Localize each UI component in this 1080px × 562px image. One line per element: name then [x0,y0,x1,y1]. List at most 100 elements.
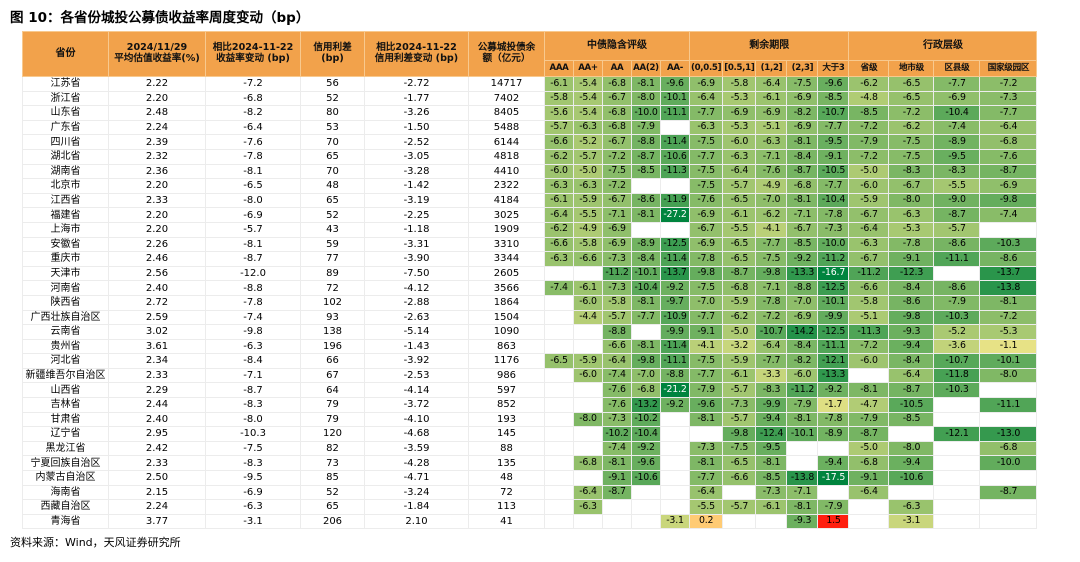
heatmap-cell: -10.3 [933,382,981,399]
value-cell: -4.10 [364,411,469,428]
heatmap-cell: -9.6 [660,76,690,92]
province-name: 广东省 [22,119,109,136]
value-cell: 52 [300,207,365,223]
heatmap-cell: -5.7 [573,148,603,165]
heatmap-cell [544,470,574,486]
value-cell: 1909 [468,221,545,238]
province-name: 青海省 [22,513,109,530]
heatmap-cell [631,484,661,501]
value-cell: 2.20 [108,178,206,194]
value-cell: 4818 [468,148,545,165]
heatmap-cell [688,426,724,442]
heatmap-cell: -6.8 [573,455,603,472]
value-cell: -8.3 [205,397,301,413]
table-row: 贵州省 3.61 -6.3 196 -1.43 863 -6.6 -8.1 -11.4 -4.1-… [22,338,1038,355]
province-name: 广西壮族自治区 [22,309,109,326]
heatmap-cell: -7.5 [602,163,632,180]
heatmap-cell [544,324,574,340]
table-row: 山西省 2.29 -8.7 64 -4.14 597 -7.6 -6.8 -21.2 -7.9 -5… [22,382,1038,399]
heatmap-cell: -11.3 [848,324,890,340]
heatmap-cell: -7.7 [688,367,724,384]
heatmap-cell: -21.2 [660,382,690,399]
heatmap-cell: -8.7 [979,484,1038,501]
table-row: 宁夏回族自治区 2.33 -8.3 73 -4.28 135 -6.8 -8.1 -9.6 -8.… [22,455,1038,472]
heatmap-cell: -7.8 [817,207,850,223]
heatmap-cell [979,470,1038,486]
heatmap-cell: -6.4 [602,353,632,369]
heatmap-cell [544,513,574,530]
province-name: 福建省 [22,207,109,223]
heatmap-cell: -5.1 [848,309,890,326]
heatmap-cell: -5.7 [722,382,757,399]
value-cell: 64 [300,382,365,399]
heatmap-cell: -8.3 [933,163,981,180]
col-subheader-2-2: 区县级 [933,60,981,77]
table-row: 云南省 3.02 -9.8 138 -5.14 1090 -8.8 -9.9 -9.1 -5.0-… [22,324,1038,340]
heatmap-cell: -9.2 [631,440,661,457]
heatmap-cell: -6.8 [722,280,757,296]
value-cell: 2.40 [108,411,206,428]
table-row: 辽宁省 2.95 -10.3 120 -4.68 145 -10.2 -10.4 -9.8 -12… [22,426,1038,442]
value-cell: -8.3 [205,455,301,472]
value-cell: -1.84 [364,499,469,515]
heatmap-cell [631,499,661,515]
value-cell: 1176 [468,353,545,369]
heatmap-cell: -7.5 [888,148,935,165]
heatmap-cell: -6.4 [688,90,724,107]
table-row: 江西省 2.33 -8.0 65 -3.19 4184 -6.1 -5.9 -6.7 -8.6 -1… [22,192,1038,209]
heatmap-cell: -9.0 [933,192,981,209]
value-cell: 6144 [468,134,545,150]
heatmap-cell: -7.2 [848,148,890,165]
heatmap-cell [933,440,981,457]
heatmap-cell: -11.4 [660,251,690,267]
heatmap-cell: -7.0 [631,367,661,384]
heatmap-cell: -8.0 [979,367,1038,384]
value-cell: -9.5 [205,470,301,486]
value-cell: -8.1 [205,163,301,180]
value-cell: 53 [300,119,365,136]
value-cell: -7.5 [205,440,301,457]
table-row: 吉林省 2.44 -8.3 79 -3.72 852 -7.6 -13.2 -9.2 -9.6 -7… [22,397,1038,413]
heatmap-cell: -6.0 [786,367,819,384]
heatmap-cell: -9.1 [602,470,632,486]
heatmap-cell: -7.9 [786,397,819,413]
value-cell: 138 [300,324,365,340]
heatmap-cell: -7.5 [755,251,788,267]
value-cell: 2.20 [108,207,206,223]
heatmap-cell: -6.4 [888,367,935,384]
heatmap-cell: -5.8 [602,294,632,311]
heatmap-cell: -8.2 [786,353,819,369]
col-header-static-2: 信用利差 (bp) [300,31,365,77]
figure-title: 图 10：各省份城投公募债收益率周度变动（bp） [10,10,310,26]
value-cell: -6.3 [205,499,301,515]
heatmap-cell: -6.4 [979,119,1038,136]
province-name: 北京市 [22,178,109,194]
table-row: 新疆维吾尔自治区 2.33 -7.1 67 -2.53 986 -6.0 -7.4 -7.0 -8… [22,367,1038,384]
heatmap-cell: -7.0 [786,294,819,311]
heatmap-cell: -7.9 [688,382,724,399]
heatmap-cell: -6.3 [848,236,890,253]
table-row: 北京市 2.20 -6.5 48 -1.42 2322 -6.3 -6.3 -7.2 -7.5 -5… [22,178,1038,194]
heatmap-cell: -8.9 [933,134,981,150]
heatmap-cell: -10.1 [660,90,690,107]
heatmap-cell: -7.2 [888,105,935,121]
heatmap-cell: -7.5 [786,76,819,92]
heatmap-cell: -6.3 [888,499,935,515]
heatmap-cell [979,221,1038,238]
heatmap-cell [660,440,690,457]
value-cell: 3566 [468,280,545,296]
value-cell: 3.02 [108,324,206,340]
heatmap-cell: -8.0 [631,90,661,107]
heatmap-cell: -8.7 [933,207,981,223]
value-cell: -6.9 [205,484,301,501]
value-cell: 2.20 [108,90,206,107]
heatmap-cell [573,265,603,282]
heatmap-cell: -6.1 [755,90,788,107]
heatmap-cell [631,513,661,530]
col-subheader-1-1: [0.5,1] [722,60,757,77]
heatmap-cell: -3.1 [660,513,690,530]
heatmap-cell: -8.3 [888,163,935,180]
heatmap-cell: -7.7 [755,353,788,369]
heatmap-cell: -10.4 [933,105,981,121]
heatmap-cell: -7.4 [979,207,1038,223]
